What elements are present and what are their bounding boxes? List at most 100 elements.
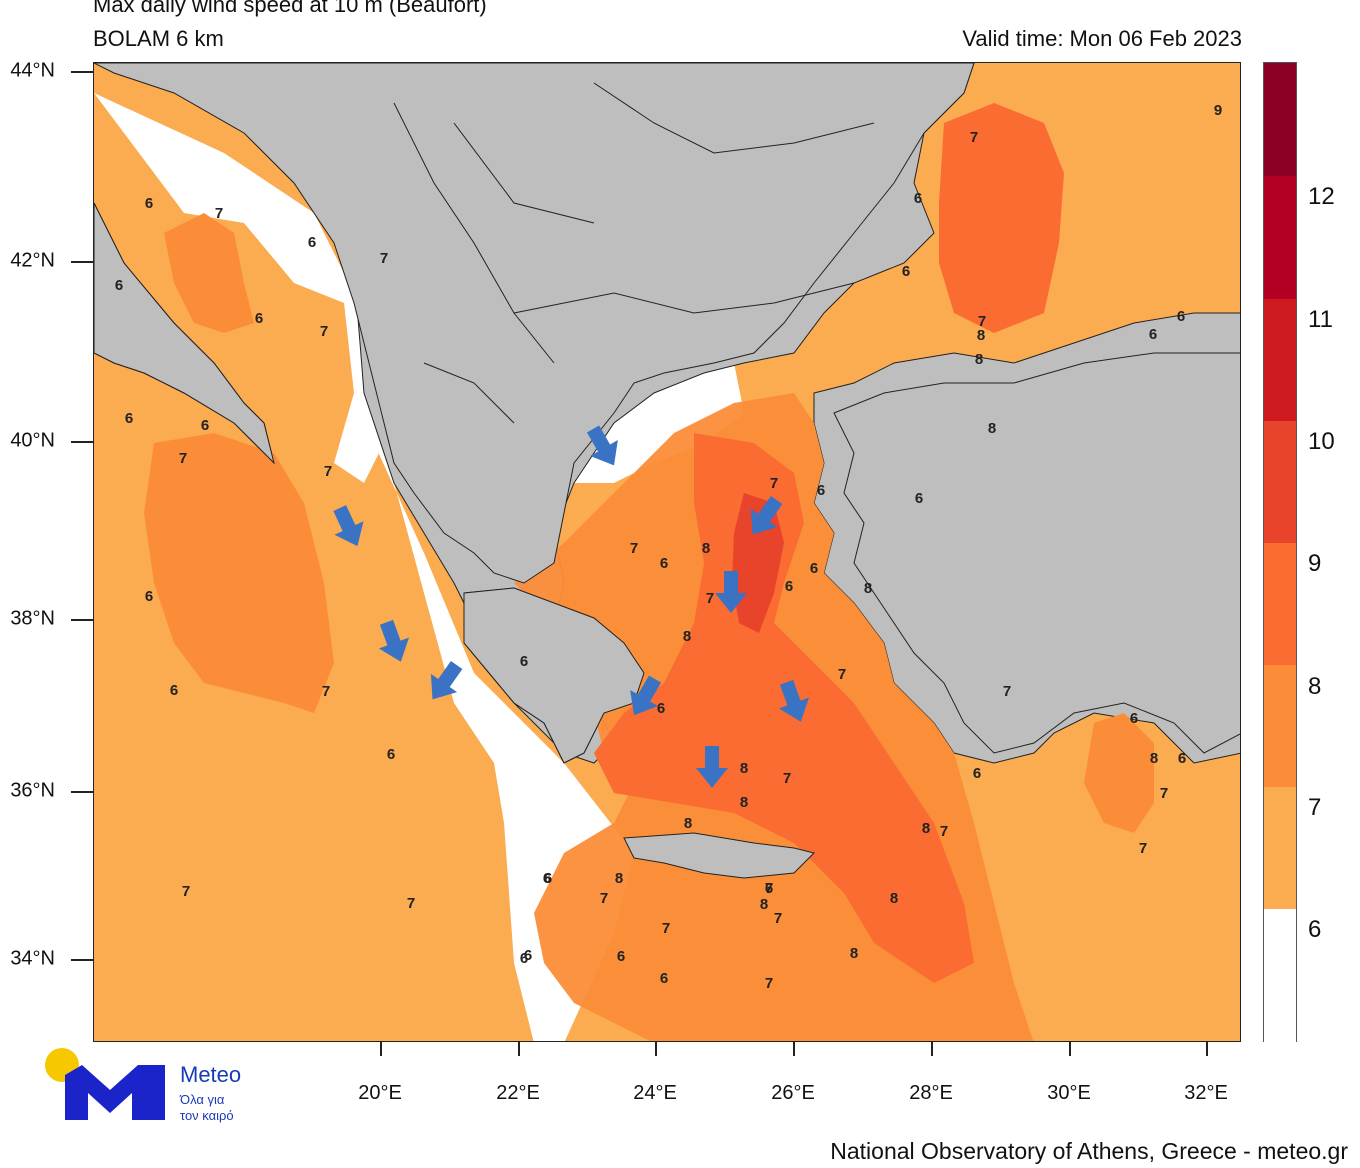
wind-direction-arrow-icon (696, 746, 728, 788)
contour-value-label: 7 (662, 920, 670, 937)
contour-value-label: 7 (770, 475, 778, 492)
contour-value-label: 6 (1178, 750, 1186, 767)
thrace-land-overlay (94, 63, 975, 584)
lat-label: 44°N (10, 59, 55, 82)
legend-band (1264, 909, 1296, 1043)
lon-tick (931, 1042, 933, 1056)
lon-label: 32°E (1184, 1082, 1228, 1104)
contour-value-label: 7 (182, 883, 190, 900)
contour-value-label: 6 (520, 950, 528, 967)
contour-value-label: 6 (785, 578, 793, 595)
meteo-logo-icon (45, 1048, 165, 1120)
contour-value-label: 7 (765, 975, 773, 992)
contour-value-label: 8 (760, 896, 768, 913)
contour-value-label: 6 (914, 190, 922, 207)
contour-value-label: 6 (543, 870, 551, 887)
contour-value-label: 7 (630, 540, 638, 557)
contour-value-label: 6 (524, 947, 532, 964)
contour-value-label: 8 (702, 540, 710, 557)
lat-tick (71, 441, 93, 443)
model-name: BOLAM 6 km (93, 26, 224, 51)
wind-direction-arrow-icon (378, 619, 410, 662)
contour-value-label: 6 (1130, 710, 1138, 727)
contour-value-label: 6 (765, 880, 773, 897)
italy-heel-overlay (94, 202, 275, 465)
contour-value-label: 7 (838, 666, 846, 683)
contour-value-label: 8 (977, 327, 985, 344)
contour-value-label: 6 (660, 555, 668, 572)
beaufort-color-legend (1263, 62, 1297, 1043)
contour-value-label: 6 (520, 653, 528, 670)
lon-label: 24°E (633, 1082, 677, 1104)
contour-value-label: 7 (706, 590, 714, 607)
map-title: Max daily wind speed at 10 m (Beaufort) (93, 0, 487, 17)
lon-tick (518, 1042, 520, 1056)
lat-label: 38°N (10, 607, 55, 630)
contour-value-label: 6 (617, 948, 625, 965)
calm-sea-region-north (94, 93, 394, 483)
lat-label: 40°N (10, 429, 55, 452)
contour-value-label: 6 (973, 765, 981, 782)
contour-value-label: 7 (380, 250, 388, 267)
lat-tick (71, 959, 93, 961)
contour-value-label: 8 (864, 580, 872, 597)
lat-label: 42°N (10, 249, 55, 272)
lon-tick (380, 1042, 382, 1056)
lon-tick (1206, 1042, 1208, 1056)
wind-direction-arrow-icon (333, 505, 364, 547)
lon-label: 30°E (1047, 1082, 1091, 1104)
lat-tick (71, 791, 93, 793)
contour-value-label: 6 (170, 682, 178, 699)
contour-value-label: 7 (320, 323, 328, 340)
lat-tick (71, 619, 93, 621)
lat-label: 34°N (10, 947, 55, 970)
contour-value-label: 6 (115, 277, 123, 294)
lon-tick (793, 1042, 795, 1056)
legend-band (1264, 176, 1296, 299)
contour-value-label: 6 (810, 560, 818, 577)
wind-direction-arrow-icon (778, 679, 810, 722)
contour-value-label: 8 (684, 815, 692, 832)
contour-value-label: 7 (970, 129, 978, 146)
lon-tick (655, 1042, 657, 1056)
legend-label: 12 (1308, 183, 1335, 210)
peloponnese-overlay (463, 587, 645, 764)
contour-value-label: 7 (1003, 683, 1011, 700)
contour-value-label: 7 (600, 890, 608, 907)
lon-tick (1069, 1042, 1071, 1056)
legend-label: 10 (1308, 428, 1335, 455)
contour-value-label: 9 (1214, 102, 1222, 119)
crete-overlay (623, 832, 815, 879)
contour-value-label: 6 (902, 263, 910, 280)
force-7-area-ionian (144, 433, 334, 713)
contour-value-label: 6 (201, 417, 209, 434)
wind-direction-arrow-icon (430, 660, 463, 700)
lon-label: 26°E (771, 1082, 815, 1104)
contour-value-label: 6 (308, 234, 316, 251)
contour-value-label: 8 (975, 351, 983, 368)
contour-value-label: 8 (740, 760, 748, 777)
logo-name: Meteo (180, 1062, 242, 1087)
contour-value-label: 8 (740, 794, 748, 811)
contour-value-label: 6 (145, 588, 153, 605)
contour-value-label: 7 (1139, 840, 1147, 857)
legend-label: 11 (1308, 306, 1333, 333)
contour-value-label: 6 (255, 310, 263, 327)
contour-value-label: 8 (988, 420, 996, 437)
contour-value-label: 6 (125, 410, 133, 427)
legend-band (1264, 665, 1296, 787)
contour-value-label: 8 (1150, 750, 1158, 767)
force-8-area-blacksea (939, 103, 1064, 333)
credit-line: National Observatory of Athens, Greece -… (830, 1138, 1348, 1164)
anatolia-overlay (833, 352, 1240, 754)
contour-value-label: 6 (1149, 326, 1157, 343)
contour-value-label: 7 (774, 910, 782, 927)
contour-value-label: 7 (215, 205, 223, 222)
contour-value-label: 8 (683, 628, 691, 645)
lat-tick (71, 71, 93, 73)
contour-value-label: 8 (850, 945, 858, 962)
wind-direction-arrow-icon (630, 675, 662, 716)
contour-value-label: 6 (915, 490, 923, 507)
